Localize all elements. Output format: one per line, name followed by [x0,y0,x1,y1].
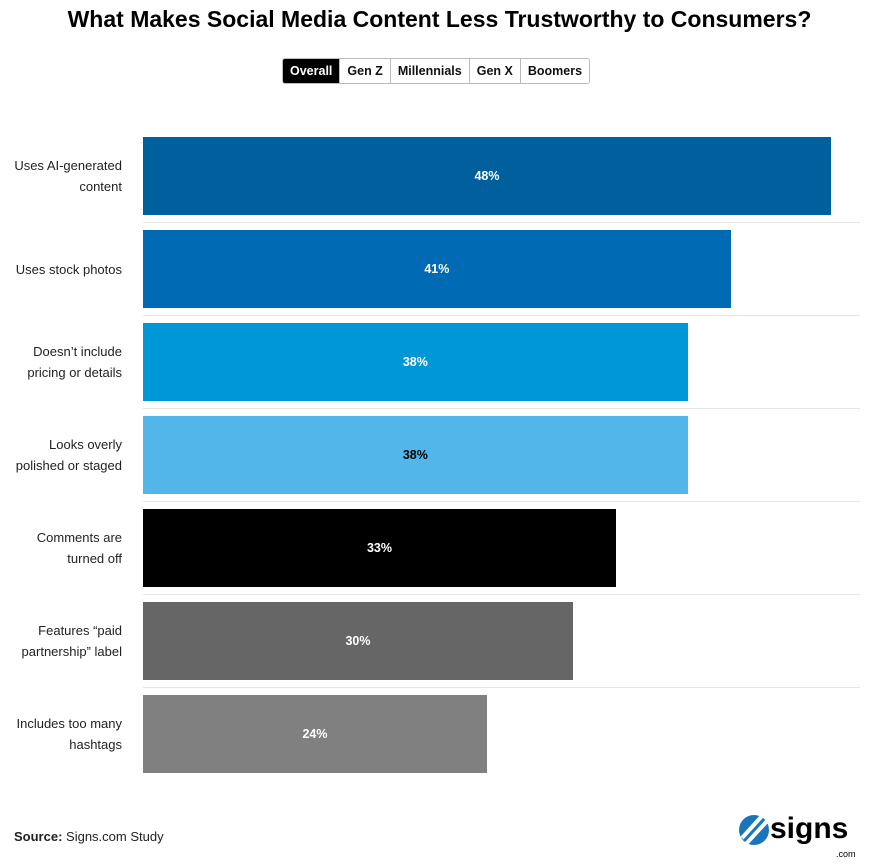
signs-logo-icon: signs .com [739,812,856,859]
category-label: Includes too many hashtags [16,716,122,752]
category-label: Uses AI-generated content [14,158,122,194]
tab-gen-x[interactable]: Gen X [468,59,520,83]
bar[interactable]: 30% [143,602,573,680]
row-divider [143,687,860,688]
data-label: 30% [345,634,371,648]
tab-boomers[interactable]: Boomers [519,59,590,83]
data-label: 38% [402,448,428,462]
source-note: Source: Signs.com Study [14,829,164,844]
svg-text:.com: .com [836,849,856,859]
tab-overall[interactable]: Overall [283,59,340,83]
data-label: 33% [366,541,393,555]
data-label: 41% [424,262,450,276]
svg-text:signs: signs [770,812,848,845]
bar[interactable]: 38% [143,416,688,494]
category-label: Doesn’t include pricing or details [27,344,122,380]
data-label: 48% [474,169,500,183]
source-text: Signs.com Study [66,829,164,844]
data-label: 38% [402,355,428,369]
row-divider [143,501,860,502]
signs-logo: signs .com [738,812,868,864]
category-label: Comments are turned off [36,530,122,566]
chart-title: What Makes Social Media Content Less Tru… [67,6,812,32]
row-divider [143,594,860,595]
row-divider [143,315,860,316]
category-label: Uses stock photos [15,261,122,277]
bar[interactable]: 48% [143,137,831,215]
bar[interactable]: 38% [143,323,688,401]
category-label: Features “paid partnership” label [21,623,122,659]
source-label: Source: [14,829,63,844]
category-label: Looks overly polished or staged [15,437,122,473]
tab-gen-z[interactable]: Gen Z [339,59,390,83]
tab-millennials[interactable]: Millennials [389,59,469,83]
bar[interactable]: 41% [143,230,731,308]
row-divider [143,408,860,409]
segment-tabs: Overall Gen Z Millennials Gen X Boomers [282,58,591,84]
data-label: 24% [302,727,328,741]
bar[interactable]: 24% [143,695,487,773]
bar[interactable]: 33% [143,509,616,587]
row-divider [143,222,860,223]
